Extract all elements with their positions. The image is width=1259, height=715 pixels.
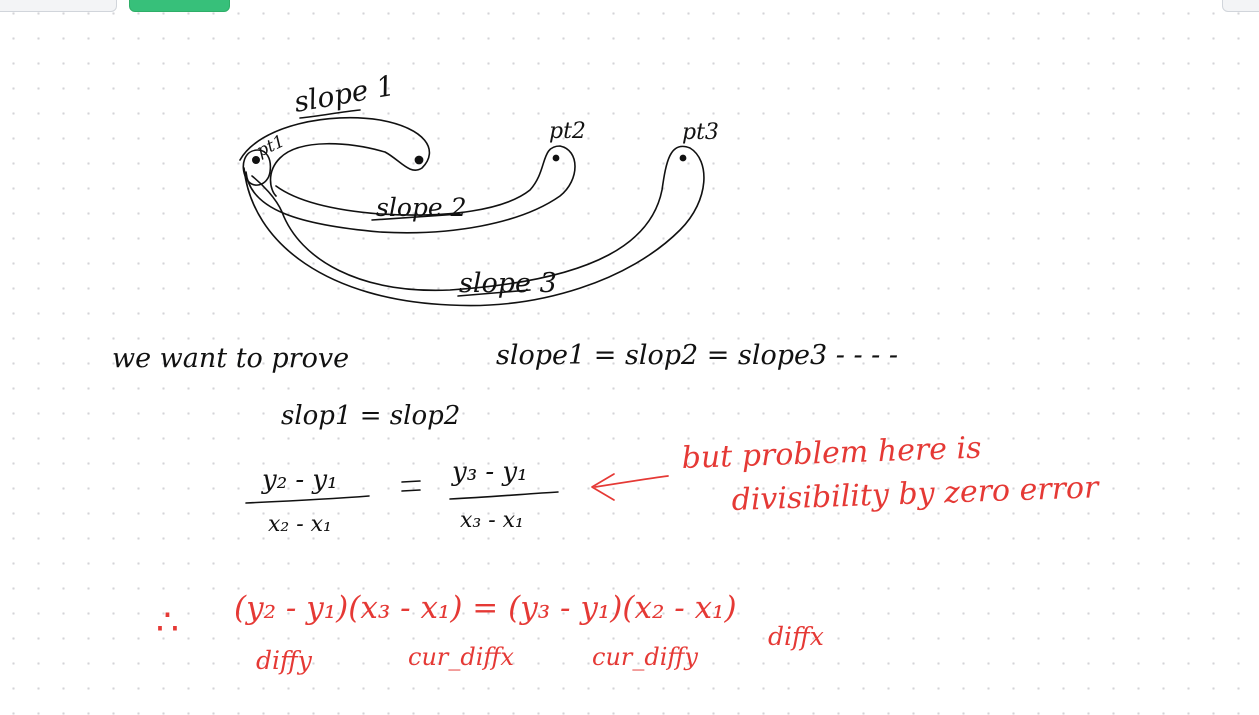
label-diffx: diffx	[768, 622, 824, 651]
red-arrow-shaft	[594, 475, 669, 488]
frac-right-bar	[449, 491, 559, 500]
frac-right-numerator: y₃ - y₁	[451, 457, 528, 487]
toolbar-left-button[interactable]	[0, 0, 117, 12]
frac-left-bar	[245, 495, 370, 504]
slope1-underline	[299, 109, 361, 119]
pt2-dot	[552, 154, 560, 162]
toolbar-primary-button[interactable]	[129, 0, 230, 12]
slope3-underline	[457, 289, 531, 297]
label-cur-diffy: cur_diffy	[592, 643, 698, 671]
slope1-loop	[239, 117, 431, 197]
notes-line2: slop1 = slop2	[281, 401, 460, 431]
notes-line1: we want to prove	[112, 343, 349, 374]
pt1-dot	[252, 156, 261, 165]
frac-left-numerator: y₂ - y₁	[261, 465, 338, 495]
label-cur-diffx: cur_diffx	[408, 643, 514, 671]
toolbar-right-button[interactable]	[1222, 0, 1259, 12]
frac-equals-bottom	[401, 489, 421, 492]
pt1-label: pt1	[254, 131, 288, 161]
problem-line1: but problem here is	[681, 431, 982, 476]
pt2-label: pt2	[549, 119, 586, 144]
red-arrow-head	[591, 473, 615, 501]
diagram-strokes	[239, 109, 705, 504]
pt1-circle	[242, 149, 272, 186]
pt3-label: pt3	[682, 120, 719, 145]
frac-equals-top	[401, 480, 421, 483]
frac-right-denominator: x₃ - x₁	[460, 508, 524, 533]
slope2-underline	[371, 213, 461, 221]
diagram-labels: slope 1 slope 2 slope 3 pt1 pt2 pt3 we w…	[112, 69, 898, 537]
red-annotation-strokes	[591, 473, 669, 501]
notes-line1-rhs: slope1 = slop2 = slope3 - - - -	[496, 340, 898, 371]
frac-left-denominator: x₂ - x₁	[268, 512, 332, 537]
product-equation: (y₂ - y₁)(x₃ - x₁) = (y₃ - y₁)(x₂ - x₁)	[234, 590, 737, 626]
slope2-label: slope 2	[376, 193, 467, 222]
pt-blob-dot	[414, 155, 424, 165]
slope3-label: slope 3	[459, 268, 557, 299]
therefore-symbol: ∴	[156, 602, 179, 643]
problem-line2: divisibility by zero error	[731, 470, 1101, 518]
slope2-loop	[245, 145, 576, 234]
label-diffy: diffy	[256, 646, 313, 675]
slope3-loop	[243, 145, 705, 307]
pt3-dot	[679, 154, 687, 162]
